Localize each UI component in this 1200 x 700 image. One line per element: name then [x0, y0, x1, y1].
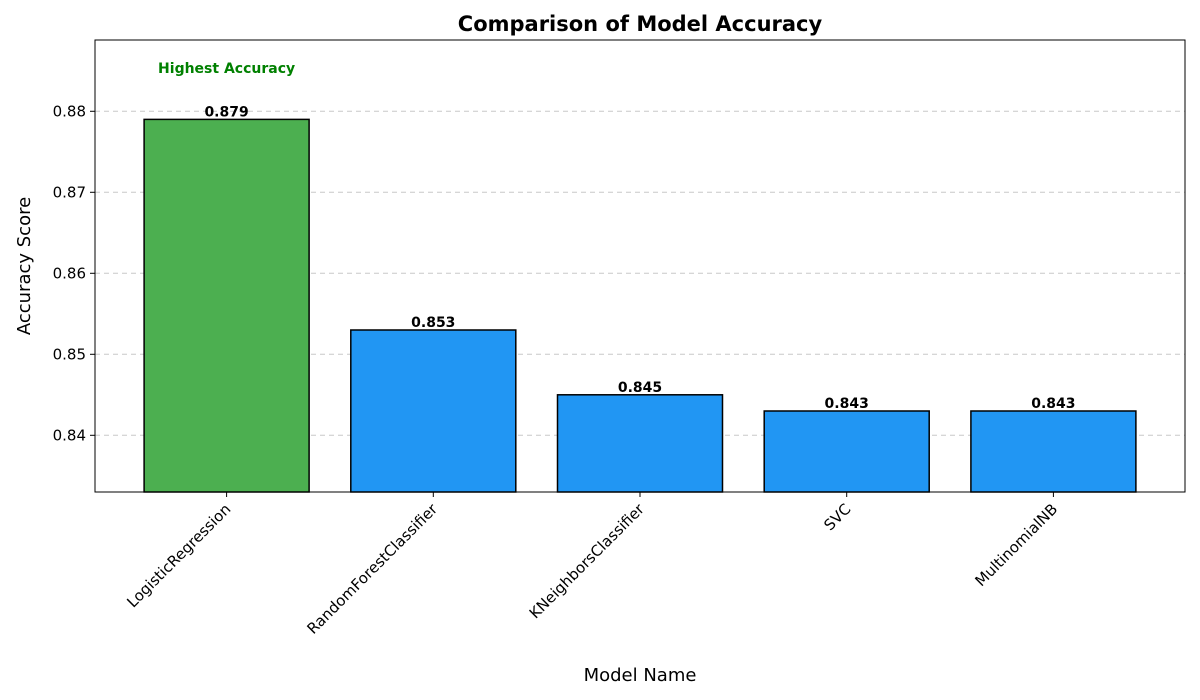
chart-title: Comparison of Model Accuracy [458, 12, 823, 36]
y-tick-label: 0.85 [53, 345, 86, 363]
bars [143, 118, 1137, 493]
bar [763, 410, 930, 493]
y-axis-ticks: 0.84 0.85 0.86 0.87 0.88 [53, 102, 95, 444]
value-labels: 0.879 0.853 0.845 0.843 0.843 [204, 104, 1075, 412]
y-tick-label: 0.88 [53, 102, 86, 120]
bar-value-label: 0.843 [825, 396, 869, 412]
y-tick-label: 0.84 [53, 426, 86, 444]
bar [350, 329, 517, 493]
y-tick-label: 0.86 [53, 264, 86, 282]
x-tick-label: RandomForestClassifier [304, 500, 442, 638]
y-tick-label: 0.87 [53, 183, 86, 201]
bar-value-label: 0.853 [411, 315, 455, 331]
x-tick-label: MultinomialNB [971, 500, 1061, 590]
bar-value-label: 0.843 [1031, 396, 1075, 412]
bar-value-label: 0.879 [204, 104, 248, 120]
x-tick-label: KNeighborsClassifier [526, 500, 649, 623]
plot-frame [94, 39, 1186, 493]
bar [143, 118, 310, 493]
bar-value-label: 0.845 [618, 380, 662, 396]
x-tick-label: LogisticRegression [123, 500, 234, 611]
bar [556, 394, 724, 493]
y-axis-label: Accuracy Score [14, 197, 35, 335]
x-tick-label: SVC [820, 500, 854, 534]
x-axis-ticks: LogisticRegression RandomForestClassifier… [123, 492, 1061, 638]
highest-accuracy-annotation: Highest Accuracy [158, 61, 295, 77]
bar [970, 410, 1137, 493]
x-axis-label: Model Name [584, 665, 697, 686]
